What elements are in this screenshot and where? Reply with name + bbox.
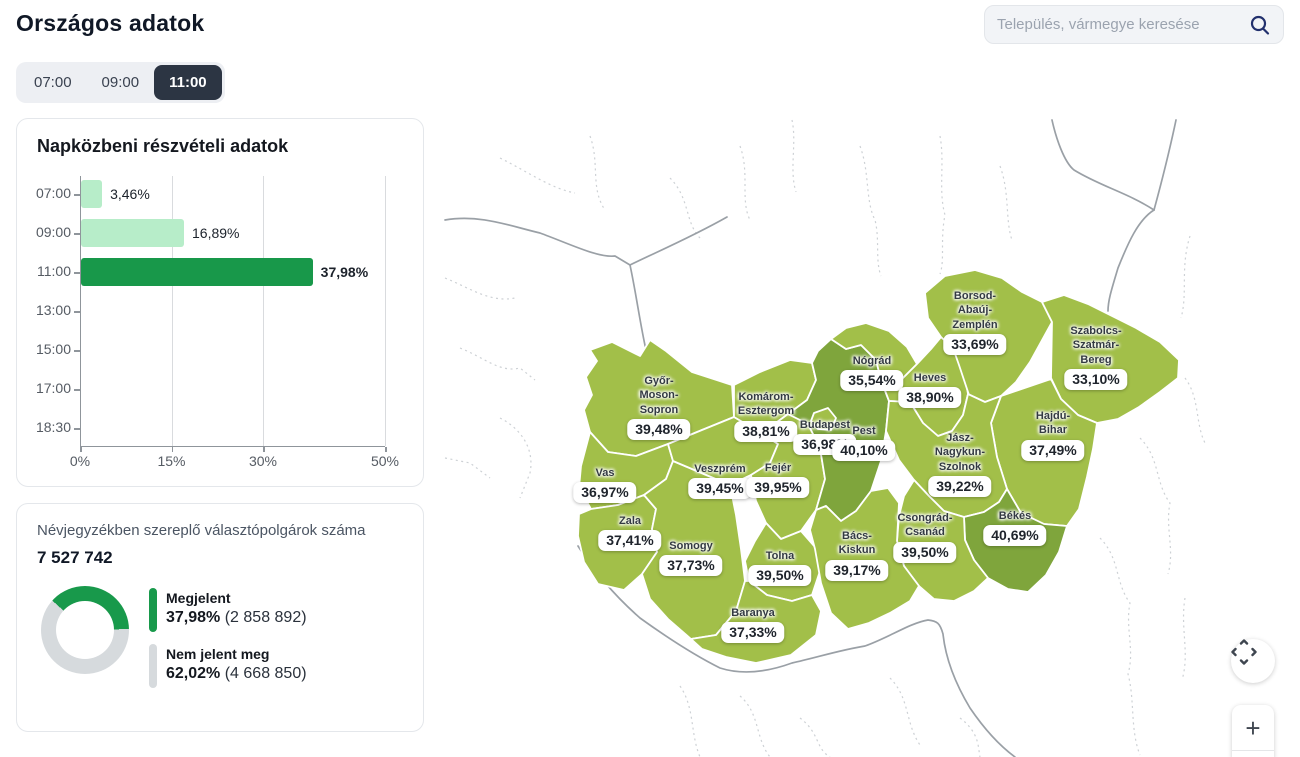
registered-voters-card: Névjegyzékben szereplő választópolgárok … — [16, 503, 424, 732]
legend-marker — [149, 644, 157, 688]
legend-marker — [149, 588, 157, 632]
time-tab-0900[interactable]: 09:00 — [101, 74, 140, 91]
y-tick-label: 09:00 — [35, 224, 71, 240]
gridline — [171, 176, 173, 446]
neighbor-region-borders-dashed — [444, 119, 1206, 757]
y-tick-label: 17:00 — [35, 380, 71, 396]
country-borders — [444, 119, 1177, 757]
map-zoom-controls: + — [1232, 705, 1274, 757]
bar-value-label: 16,89% — [192, 225, 240, 241]
gridline — [385, 176, 386, 446]
turnout-bar-chart: 0% 15% 30% 50% 07:00 3,46% 09:00 16,89% 11:00 37,… — [17, 119, 423, 486]
bar-value-label: 37,98% — [320, 264, 369, 280]
time-tab-group: 07:00 09:00 11:00 — [16, 62, 225, 103]
legend-value: 37,98% (2 858 892) — [166, 609, 307, 626]
county-shape-budapest[interactable] — [810, 407, 837, 431]
x-tick-label: 50% — [370, 453, 400, 469]
page-title: Országos adatok — [16, 10, 205, 36]
voters-total: 7 527 742 — [37, 548, 113, 567]
turnout-bar-0700 — [81, 180, 103, 208]
y-tick-label: 07:00 — [35, 185, 71, 201]
donut-legend: Megjelent 37,98% (2 858 892) Nem jelent me… — [149, 588, 307, 700]
time-tab-0700[interactable]: 07:00 — [34, 74, 72, 91]
intraday-turnout-card: Napközbeni részvételi adatok 0% 15% 30% 50%… — [16, 118, 424, 487]
search-icon[interactable] — [1249, 14, 1271, 36]
map-canvas — [444, 119, 1206, 757]
x-tick-label: 15% — [157, 453, 186, 469]
zoom-in-button[interactable]: + — [1232, 705, 1274, 751]
county-shape-bacs[interactable] — [809, 487, 920, 630]
county-shapes — [577, 269, 1180, 664]
legend-value: 62,02% (4 668 850) — [166, 665, 307, 682]
time-tab-1100[interactable]: 11:00 — [154, 65, 222, 100]
search-box[interactable] — [984, 5, 1284, 44]
turnout-bar-1100 — [81, 258, 313, 286]
legend-row: Megjelent 37,98% (2 858 892) — [149, 588, 307, 632]
turnout-bar-0900 — [81, 219, 185, 247]
gridline — [263, 176, 264, 446]
pan-arrows-icon — [1231, 639, 1257, 665]
pan-control-button[interactable] — [1231, 639, 1275, 683]
y-tick-label: 11:00 — [37, 263, 71, 279]
turnout-donut-chart — [41, 586, 129, 674]
y-tick-label: 15:00 — [35, 341, 71, 357]
hungary-county-map[interactable]: Győr- Moson- Sopron 39,48% Vas 36,97% Zala 37,4… — [440, 118, 1300, 757]
chart-title: Napközbeni részvételi adatok — [37, 136, 289, 156]
search-input[interactable] — [997, 16, 1249, 33]
bar-value-label: 3,46% — [110, 186, 150, 202]
county-shape-somogy[interactable] — [641, 460, 746, 640]
legend-row: Nem jelent meg 62,02% (4 668 850) — [149, 644, 307, 688]
x-tick-label: 0% — [69, 453, 91, 469]
voters-label: Névjegyzékben szereplő választópolgárok … — [37, 522, 366, 539]
x-tick-label: 30% — [248, 453, 278, 469]
y-tick-label: 18:30 — [35, 419, 71, 435]
legend-name: Megjelent — [166, 590, 231, 606]
legend-name: Nem jelent meg — [166, 646, 270, 662]
y-tick-label: 13:00 — [35, 302, 71, 318]
